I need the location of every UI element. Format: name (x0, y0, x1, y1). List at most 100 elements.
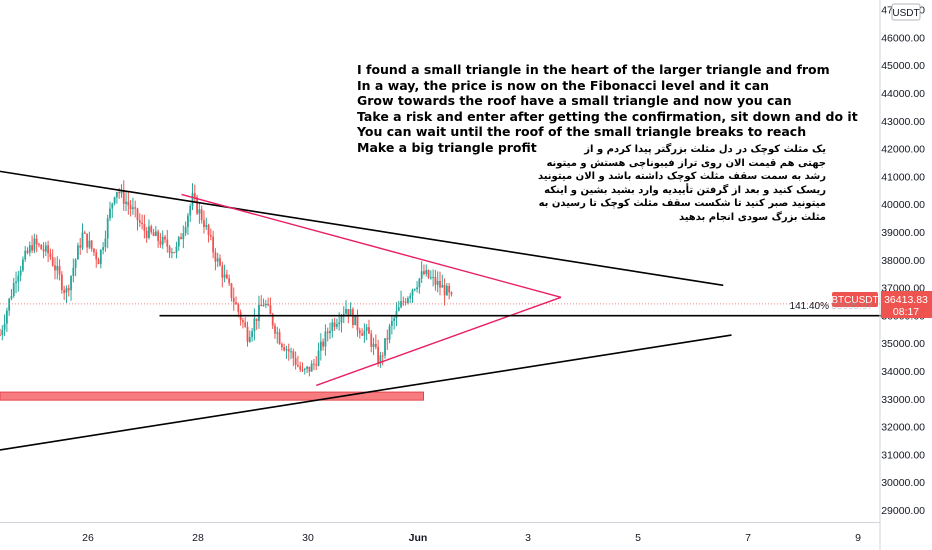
candle-body (47, 245, 50, 254)
last-price-tag: 36413.83 08:17 (881, 291, 932, 318)
symbol-tag (832, 292, 878, 307)
candle-body (145, 230, 148, 238)
candle-body (292, 351, 295, 359)
candle-body (196, 197, 198, 214)
candle-body (310, 363, 313, 372)
candle-body (326, 331, 329, 334)
candle-body (109, 208, 111, 219)
persian-note-line: ریسک کنید و بعد از گرفتن تأییدیه وارد بش… (544, 184, 826, 196)
candle-body (200, 209, 203, 221)
candle-body (83, 232, 86, 234)
candle-body (303, 368, 306, 370)
candle-body (427, 270, 430, 278)
candle-body (177, 237, 180, 247)
english-note-line: Take a risk and enter after getting the … (357, 108, 858, 124)
persian-note-line: رشد به سمت سقف مثلث کوچک داشته باشد و ال… (537, 171, 826, 182)
persian-note-line: میتونید صبر کنید تا شکست سقف مثلث کوچک ت… (538, 198, 826, 209)
y-tick-label: 38000.00 (881, 255, 925, 267)
candle-body (161, 236, 164, 245)
fib-level-value: 35995.97 (831, 301, 873, 312)
candle-body (187, 215, 189, 228)
trendline (316, 296, 562, 387)
candle-body (93, 248, 95, 253)
candle-body (35, 238, 38, 245)
candle-body (232, 297, 235, 303)
y-tick-label: 30000.00 (881, 477, 925, 489)
candle-body (127, 201, 130, 206)
candle-body (358, 330, 361, 334)
candle-body (90, 240, 93, 249)
candle-body (38, 244, 40, 246)
candle-body (31, 245, 33, 251)
candle-body (24, 250, 27, 260)
english-note-line: In a way, the price is now on the Fibona… (357, 77, 770, 93)
candle-body (335, 324, 338, 327)
candle-body (246, 326, 249, 342)
candle-body (439, 280, 441, 288)
y-tick-label: 33000.00 (881, 394, 925, 406)
trendline (0, 170, 724, 287)
currency-badge[interactable] (891, 3, 921, 21)
x-tick-label: 30 (302, 532, 314, 544)
candle-body (306, 366, 308, 369)
y-tick-label: 34000.00 (881, 366, 925, 378)
candle-body (102, 247, 105, 251)
candle-body (443, 285, 446, 296)
candle-body (255, 318, 258, 321)
candle-body (143, 224, 146, 231)
persian-note-line: مثلث بزرگ سودی انجام بدهید (678, 211, 826, 223)
candle-body (416, 287, 418, 290)
candle-body (77, 245, 79, 260)
candle-body (214, 252, 217, 262)
candle-body (280, 343, 283, 348)
candle-body (244, 322, 247, 327)
candle-body (409, 295, 412, 299)
candle-body (349, 309, 352, 316)
candle-body (294, 358, 297, 365)
english-note: I found a small triangle in the heart of… (357, 62, 858, 155)
candle-body (397, 307, 400, 311)
candle-body (173, 252, 176, 254)
y-tick-label: 44000.00 (881, 88, 925, 100)
candle-body (413, 289, 416, 291)
candle-body (242, 320, 244, 323)
candle-body (388, 325, 391, 340)
candle-body (354, 315, 357, 326)
candle-body (315, 364, 318, 366)
candle-body (402, 301, 405, 303)
candle-body (8, 298, 11, 311)
english-note-line: Make a big triangle profit (357, 139, 537, 155)
support-zone-layer (0, 391, 424, 401)
candle-body (221, 265, 224, 278)
persian-note-line: یک مثلث کوچک در دل مثلث بزرگتر پیدا کردم… (584, 144, 826, 155)
candle-body (28, 245, 31, 253)
y-tick-label: 31000.00 (881, 449, 925, 461)
candle-body (164, 236, 166, 240)
candle-body (154, 231, 157, 236)
candle-body (99, 250, 102, 265)
candle-body (60, 274, 63, 291)
candle-body (33, 238, 36, 251)
x-tick-label: 28 (192, 532, 204, 544)
candle-body (207, 225, 210, 235)
candle-body (301, 369, 304, 371)
candle-body (72, 267, 75, 277)
candle-body (322, 341, 325, 347)
candle-body (193, 193, 196, 198)
candle-body (248, 337, 251, 342)
candle-body (191, 193, 194, 207)
candle-body (253, 318, 256, 332)
candle-body (260, 304, 263, 307)
candle-body (361, 333, 363, 336)
x-tick-label: Jun (409, 532, 428, 544)
last-price-value: 36413.83 (884, 294, 928, 306)
candle-body (138, 220, 141, 223)
candle-body (251, 331, 253, 338)
candle-body (368, 327, 370, 334)
candle-body (297, 364, 299, 367)
candle-body (390, 320, 393, 326)
candle-body (411, 289, 414, 296)
y-tick-label: 39000.00 (881, 227, 925, 239)
